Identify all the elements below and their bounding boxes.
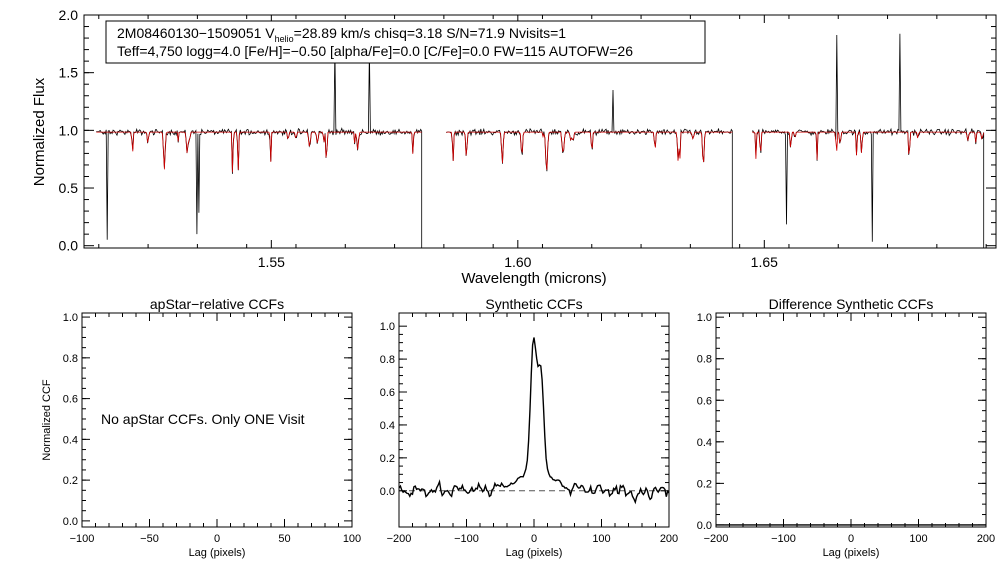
apstar-ccf-x-ticks: −100 −50 0 50 100	[70, 313, 361, 545]
apstar-ccf-y-tick-label: 0.0	[63, 516, 78, 528]
synthetic-ccf-y-tick-label: 0.2	[380, 453, 395, 465]
spectrum-x-tick-label: 1.60	[504, 254, 531, 270]
spectrum-y-axis-label: Normalized Flux	[31, 77, 48, 186]
apstar-ccf-title: apStar−relative CCFs	[150, 296, 284, 312]
difference-ccf-x-tick-label: −200	[704, 533, 729, 545]
apstar-ccf-x-tick-label: 50	[278, 533, 290, 545]
annotation-line-1-suffix: =28.89 km/s chisq=3.18 S/N=71.9 Nvisits=…	[294, 25, 567, 41]
spectrum-y-tick-label: 1.5	[59, 65, 79, 81]
synthetic-ccf-x-tick-label: 100	[592, 533, 610, 545]
synthetic-ccf-x-ticks: −200 −100 0 100 200	[387, 313, 678, 545]
spectrum-y-tick-label: 0.5	[59, 180, 79, 196]
spectrum-x-tick-label: 1.55	[258, 254, 285, 270]
synthetic-ccf-y-tick-label: 0.6	[380, 387, 395, 399]
spectrum-y-tick-label: 0.0	[59, 238, 79, 254]
spectrum-panel: 1.55 1.60 1.65 0.0 0.5 1.0 1.5 2.0 Wavelength …	[31, 7, 997, 287]
difference-ccf-x-axis-label: Lag (pixels)	[823, 547, 880, 559]
difference-ccf-y-ticks: 0.0 0.2 0.4 0.6 0.8 1.0	[697, 312, 986, 532]
spectrum-y-tick-label: 1.0	[59, 122, 79, 138]
spectrum-axes-frame	[83, 14, 997, 249]
observed-spectrum-line	[96, 33, 985, 248]
spectrum-x-tick-label: 1.65	[751, 254, 778, 270]
annotation-line-1-prefix: 2M08460130−1509051 V	[117, 25, 275, 41]
annotation-box	[105, 20, 706, 64]
synthetic-ccf-x-axis-label: Lag (pixels)	[506, 547, 563, 559]
apstar-ccf-y-tick-label: 0.2	[63, 475, 78, 487]
difference-ccf-y-tick-label: 0.4	[697, 437, 712, 449]
synthetic-ccf-axes-frame	[398, 312, 670, 528]
apstar-ccf-x-tick-label: −100	[70, 533, 95, 545]
difference-ccf-x-tick-label: 100	[909, 533, 927, 545]
spectrum-y-tick-label: 2.0	[59, 7, 79, 23]
apstar-ccf-x-tick-label: 0	[214, 533, 220, 545]
synthetic-ccf-x-tick-label: 200	[660, 533, 678, 545]
synthetic-ccf-y-tick-label: 1.0	[380, 321, 395, 333]
difference-ccf-x-tick-label: 0	[848, 533, 854, 545]
difference-ccf-panel: Difference Synthetic CCFs −200 −100 0 100 20…	[697, 296, 995, 559]
difference-ccf-title: Difference Synthetic CCFs	[769, 296, 934, 312]
synthetic-ccf-curve	[399, 337, 669, 505]
synthetic-ccf-x-tick-label: −200	[387, 533, 412, 545]
apstar-ccf-panel: apStar−relative CCFs −100 −50 0 50 100 0.00.…	[41, 296, 361, 559]
difference-ccf-x-tick-label: 200	[977, 533, 995, 545]
spectrum-y-ticks: 0.0 0.5 1.0 1.5 2.0	[59, 7, 996, 254]
difference-ccf-x-ticks: −200 −100 0 100 200	[704, 313, 995, 545]
synthetic-ccf-y-tick-label: 0.0	[380, 486, 395, 498]
difference-ccf-y-tick-label: 0.8	[697, 354, 712, 366]
spectrum-x-ticks: 1.55 1.60 1.65	[98, 15, 987, 270]
difference-ccf-x-tick-label: −100	[771, 533, 796, 545]
model-spectrum-line	[96, 131, 985, 173]
difference-ccf-y-tick-label: 0.6	[697, 395, 712, 407]
apstar-ccf-x-tick-label: 100	[343, 533, 361, 545]
apstar-ccf-message: No apStar CCFs. Only ONE Visit	[101, 411, 305, 427]
spectrum-x-axis-label: Wavelength (microns)	[461, 270, 606, 287]
apstar-ccf-x-axis-label: Lag (pixels)	[189, 547, 246, 559]
apstar-ccf-y-axis-label: Normalized CCF	[41, 379, 53, 461]
apstar-ccf-y-ticks: 0.0 0.2 0.4 0.6 0.8 1.0	[63, 312, 352, 528]
difference-ccf-y-tick-label: 0.0	[697, 520, 712, 532]
synthetic-ccf-y-ticks: 0.0 0.2 0.4 0.6 0.8 1.0	[380, 321, 669, 498]
difference-ccf-axes-frame	[715, 312, 987, 528]
synthetic-ccf-x-tick-label: 0	[531, 533, 537, 545]
apstar-ccf-y-tick-label: 0.4	[63, 434, 78, 446]
difference-ccf-y-tick-label: 1.0	[697, 312, 712, 324]
synthetic-ccf-y-tick-label: 0.4	[380, 420, 395, 432]
apstar-ccf-y-tick-label: 0.8	[63, 353, 78, 365]
synthetic-ccf-y-tick-label: 0.8	[380, 354, 395, 366]
annotation-line-2: Teff=4,750 logg=4.0 [Fe/H]=−0.50 [alpha/…	[117, 43, 633, 59]
synthetic-ccf-panel: Synthetic CCFs −200 −100 0 100 200 0.0 0.2 0.4…	[380, 296, 678, 559]
annotation-line-1: 2M08460130−1509051 Vhelio=28.89 km/s chi…	[117, 25, 566, 44]
difference-ccf-y-tick-label: 0.2	[697, 478, 712, 490]
apstar-ccf-y-tick-label: 1.0	[63, 312, 78, 324]
synthetic-ccf-x-tick-label: −100	[454, 533, 479, 545]
apstar-ccf-x-tick-label: −50	[140, 533, 159, 545]
synthetic-ccf-title: Synthetic CCFs	[485, 296, 582, 312]
apstar-ccf-y-tick-label: 0.6	[63, 394, 78, 406]
annotation-line-1-subscript: helio	[275, 34, 294, 44]
